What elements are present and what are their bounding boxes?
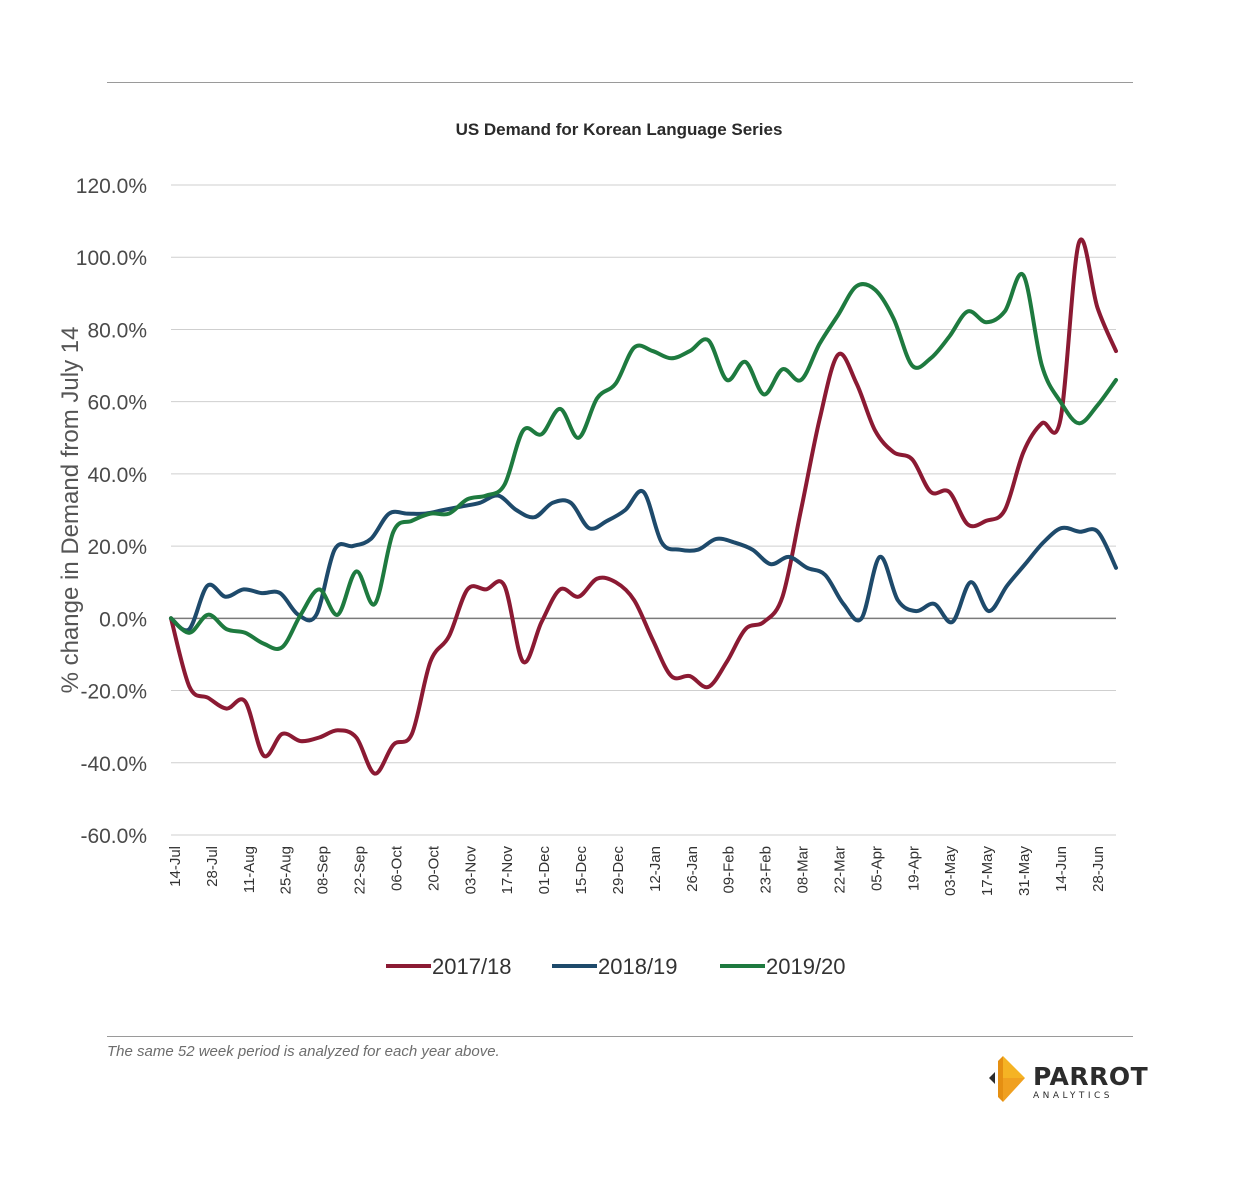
- x-tick-label: 11-Aug: [241, 846, 258, 893]
- series-line-2018-19: [169, 488, 1118, 633]
- x-tick-label: 25-Aug: [278, 846, 295, 894]
- y-tick-label: 0.0%: [99, 608, 147, 631]
- x-tick-label: 01-Dec: [536, 846, 553, 895]
- legend-label: 2018/19: [598, 954, 678, 979]
- x-tick-label: 23-Feb: [758, 846, 775, 894]
- y-axis-label: % change in Demand from July 14: [57, 327, 84, 694]
- line-chart: US Demand for Korean Language Series % c…: [57, 120, 1118, 979]
- y-tick-label: 40.0%: [87, 464, 147, 487]
- brand-name: PARROT: [1033, 1062, 1149, 1091]
- x-tick-label: 22-Sep: [352, 846, 369, 894]
- x-tick-labels: 14-Jul 28-Jul 11-Aug 25-Aug 08-Sep 22-Sep 06-O…: [167, 845, 1107, 896]
- legend: 2017/18 2018/19 2019/20: [386, 954, 846, 979]
- x-tick-label: 03-May: [942, 846, 959, 897]
- bottom-divider: [107, 1036, 1133, 1037]
- footnote: The same 52 week period is analyzed for …: [107, 1043, 500, 1060]
- x-tick-label: 09-Feb: [721, 846, 738, 894]
- chart-title: US Demand for Korean Language Series: [456, 120, 783, 139]
- legend-label: 2017/18: [432, 954, 512, 979]
- parrot-logo-icon: [989, 1056, 1025, 1102]
- x-tick-label: 05-Apr: [868, 846, 885, 891]
- x-tick-label: 22-Mar: [831, 846, 848, 894]
- y-tick-label: 80.0%: [87, 319, 147, 342]
- brand-sub: ANALYTICS: [1033, 1091, 1114, 1101]
- x-tick-label: 12-Jan: [647, 846, 664, 892]
- y-tick-label: 120.0%: [76, 175, 147, 198]
- x-tick-label: 03-Nov: [462, 846, 479, 895]
- x-tick-label: 08-Mar: [795, 846, 812, 894]
- series-line-2019-20: [169, 271, 1118, 651]
- series-lines: [169, 237, 1118, 776]
- x-tick-label: 20-Oct: [425, 845, 442, 891]
- y-tick-label: 100.0%: [76, 247, 147, 270]
- x-tick-label: 29-Dec: [610, 846, 627, 895]
- x-tick-label: 08-Sep: [315, 846, 332, 894]
- x-tick-label: 14-Jul: [167, 846, 184, 887]
- series-line-2017-18: [169, 237, 1118, 776]
- x-tick-label: 17-May: [979, 846, 996, 897]
- x-tick-label: 26-Jan: [684, 846, 701, 892]
- x-tick-label: 31-May: [1016, 846, 1033, 897]
- x-tick-label: 15-Dec: [573, 846, 590, 895]
- y-tick-labels: 120.0% 100.0% 80.0% 60.0% 40.0% 20.0% 0.0% -20.…: [76, 175, 147, 848]
- y-tick-label: -60.0%: [80, 825, 147, 848]
- legend-label: 2019/20: [766, 954, 846, 979]
- x-tick-label: 17-Nov: [499, 846, 516, 895]
- y-tick-label: -20.0%: [80, 681, 147, 704]
- x-tick-label: 28-Jun: [1090, 846, 1107, 892]
- parrot-analytics-logo: PARROT ANALYTICS: [985, 1054, 1148, 1104]
- x-tick-label: 28-Jul: [204, 846, 221, 887]
- x-tick-label: 14-Jun: [1053, 846, 1070, 892]
- y-tick-label: -40.0%: [80, 753, 147, 776]
- x-tick-label: 19-Apr: [905, 846, 922, 891]
- gridlines: [171, 184, 1116, 836]
- x-tick-label: 06-Oct: [388, 845, 405, 891]
- y-tick-label: 20.0%: [87, 536, 147, 559]
- y-tick-label: 60.0%: [87, 392, 147, 415]
- top-divider: [107, 82, 1133, 83]
